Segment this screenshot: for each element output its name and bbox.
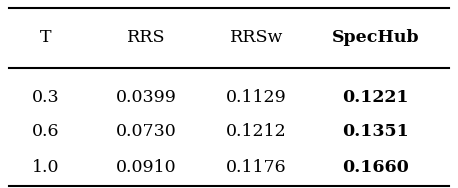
Text: SpecHub: SpecHub [332, 29, 420, 46]
Text: 0.1176: 0.1176 [226, 159, 287, 176]
Text: 0.3: 0.3 [32, 89, 60, 106]
Text: 0.1212: 0.1212 [226, 123, 287, 140]
Text: 0.1221: 0.1221 [342, 89, 409, 106]
Text: 0.0399: 0.0399 [116, 89, 177, 106]
Text: 0.6: 0.6 [32, 123, 60, 140]
Text: T: T [40, 29, 52, 46]
Text: 0.1660: 0.1660 [342, 159, 409, 176]
Text: RRS: RRS [127, 29, 166, 46]
Text: 1.0: 1.0 [32, 159, 60, 176]
Text: RRSw: RRSw [230, 29, 283, 46]
Text: 0.0730: 0.0730 [116, 123, 177, 140]
Text: 0.0910: 0.0910 [116, 159, 177, 176]
Text: 0.1351: 0.1351 [342, 123, 409, 140]
Text: 0.1129: 0.1129 [226, 89, 287, 106]
